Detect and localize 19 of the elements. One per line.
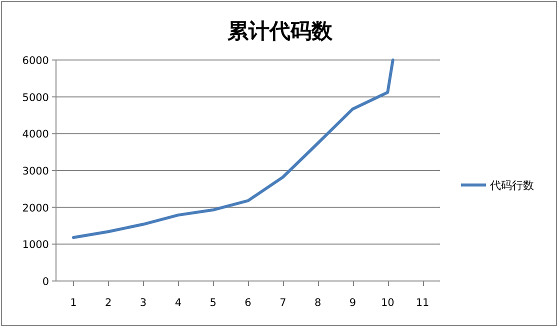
- y-tick-label: 5000: [22, 92, 49, 104]
- y-tick-label: 2000: [22, 202, 49, 214]
- title: 累计代码数: [228, 19, 332, 43]
- x-tick-label: 5: [210, 297, 216, 309]
- y-tick-label: 1000: [22, 239, 49, 252]
- y-tick-label: 6000: [22, 55, 49, 67]
- x-tick-label: 7: [280, 297, 286, 309]
- x-tick-label: 3: [140, 297, 147, 309]
- x-tick-label: 4: [174, 297, 182, 309]
- x-tick-label: 1: [70, 297, 77, 309]
- y-tick-label: 3000: [22, 166, 49, 178]
- y-tick-label: 0: [42, 276, 49, 288]
- x-tick-label: 6: [244, 297, 252, 309]
- x-tick-label: 10: [380, 297, 394, 309]
- x-tick-label: 9: [349, 297, 356, 309]
- x-tick-label: 8: [314, 297, 322, 309]
- x-tick-label: 11: [416, 297, 430, 309]
- x-tick-label: 2: [105, 297, 112, 309]
- y-tick-label: 4000: [22, 128, 49, 141]
